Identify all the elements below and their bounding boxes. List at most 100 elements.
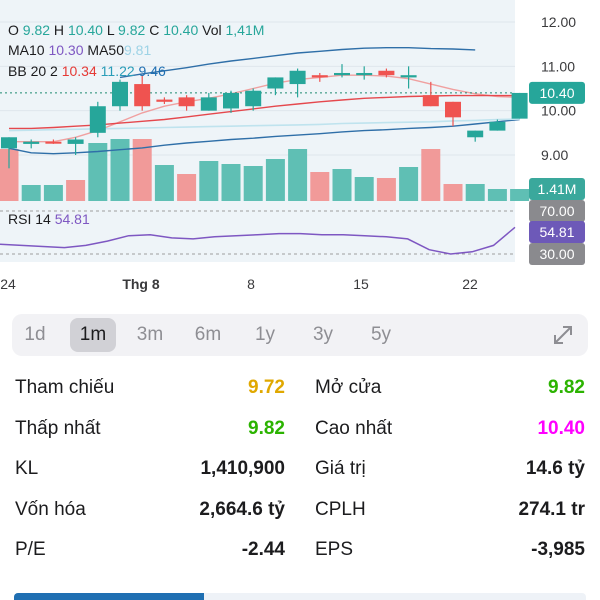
pe-value: -2.44 xyxy=(241,539,285,560)
volume-bar xyxy=(310,172,330,201)
trade-volume-label: KL xyxy=(15,458,39,479)
time-axis: 24 Thg 8 8 15 22 xyxy=(0,276,478,292)
candle-body xyxy=(89,106,106,133)
eps-value: -3,985 xyxy=(531,539,585,560)
bb-label: BB 20 2 xyxy=(8,63,58,79)
low-price-value: 9.82 xyxy=(248,418,285,439)
candle-body xyxy=(422,95,439,107)
high-value: 10.40 xyxy=(67,22,103,38)
volume-bar xyxy=(154,165,174,201)
candle-body xyxy=(356,72,373,76)
candle-body xyxy=(156,99,173,102)
timeframe-3m[interactable]: 3m xyxy=(136,324,164,345)
volume-bar xyxy=(177,174,197,201)
rsi-30-badge xyxy=(529,243,585,265)
volume-bar xyxy=(510,189,530,201)
volume-value: 1,41M xyxy=(225,22,265,38)
pe-label: P/E xyxy=(15,539,46,560)
volume-bar xyxy=(43,185,63,201)
volume-bar xyxy=(487,189,507,201)
candle-body xyxy=(23,141,40,144)
timeframe-selector: 1d 1m 3m 6m 1y 3y 5y xyxy=(12,314,588,356)
close-label: C xyxy=(149,22,160,38)
timeframe-1m[interactable]: 1m xyxy=(70,318,116,352)
timeframe-1y[interactable]: 1y xyxy=(254,324,276,345)
volume-bar xyxy=(0,149,19,201)
volume-bar xyxy=(88,143,108,201)
volume-bar xyxy=(443,184,463,201)
rsi-30-label: 30.00 xyxy=(539,246,574,262)
ma10-value: 10.30 xyxy=(48,42,84,58)
time-tick-label: 22 xyxy=(462,276,478,292)
volume-bar xyxy=(465,184,485,201)
candle-body xyxy=(112,81,128,107)
volume-bar xyxy=(21,185,41,201)
eps-label: EPS xyxy=(315,539,354,560)
volume-bar xyxy=(265,159,285,201)
market-cap-label: Vốn hóa xyxy=(15,499,86,520)
reference-label: Tham chiếu xyxy=(15,377,115,398)
candle-body xyxy=(45,141,62,144)
bb-lower-line xyxy=(8,118,520,155)
rsi-current-label: 54.81 xyxy=(539,224,574,240)
shares-outstanding-label: CPLH xyxy=(315,499,366,520)
candle-body xyxy=(67,139,84,144)
ohlc-legend: O 9.82 H 10.40 L 9.82 C 10.40 Vol 1,41M xyxy=(8,22,264,38)
rsi-70-badge xyxy=(529,200,585,222)
bb-upper-value: 10.34 xyxy=(61,63,97,79)
high-price-value: 10.40 xyxy=(537,418,585,439)
shares-outstanding-value: 274.1 tr xyxy=(518,499,585,520)
candle-body xyxy=(134,84,151,107)
open-price-label: Mở cửa xyxy=(315,377,382,398)
timeframe-3y[interactable]: 3y xyxy=(312,324,334,345)
bb-middle-value: 11.22 xyxy=(100,63,135,79)
ma50-label: MA50 xyxy=(87,42,124,58)
close-value: 10.40 xyxy=(163,22,199,38)
bottom-tab-active[interactable] xyxy=(14,593,204,600)
rsi-line xyxy=(0,226,516,255)
price-tick-label: 9.00 xyxy=(541,147,568,163)
chart-background xyxy=(0,0,515,262)
low-value: 9.82 xyxy=(118,22,146,38)
bottom-tab-bar[interactable] xyxy=(14,593,586,600)
rsi-panel xyxy=(0,210,516,255)
price-tick-label: 10.00 xyxy=(541,103,576,119)
volume-bar xyxy=(376,178,396,201)
candle-body xyxy=(489,121,506,131)
bb-upper-line xyxy=(119,47,476,79)
expand-icon[interactable] xyxy=(550,322,576,348)
candle-body xyxy=(223,92,239,109)
timeframe-1d[interactable]: 1d xyxy=(24,324,46,345)
chart-grid xyxy=(0,21,515,156)
candle-body xyxy=(311,75,328,78)
candle-body xyxy=(400,75,417,78)
current-price-label: 10.40 xyxy=(539,85,574,101)
candle-body xyxy=(267,77,284,89)
open-price-value: 9.82 xyxy=(548,377,585,398)
high-price-label: Cao nhất xyxy=(315,418,393,439)
candle-body xyxy=(511,92,528,119)
volume-bar xyxy=(399,167,419,201)
volume-bar xyxy=(288,149,308,201)
low-price-label: Thấp nhất xyxy=(15,418,101,439)
rsi-legend: RSI 14 54.81 xyxy=(8,211,90,227)
market-cap-value: 2,664.6 tỷ xyxy=(199,499,285,520)
candle-body xyxy=(289,70,306,85)
ma50-value: 9.81 xyxy=(123,42,152,58)
ma10-label: MA10 xyxy=(8,42,45,58)
current-volume-badge xyxy=(529,178,585,200)
price-chart[interactable]: 12.00 11.00 10.00 9.00 10.40 1.41M 70.00 54.81 3… xyxy=(0,0,600,300)
candle-body xyxy=(334,72,350,76)
volume-bar xyxy=(332,169,352,201)
candle-body xyxy=(245,90,262,107)
reference-value: 9.72 xyxy=(248,377,285,398)
price-tick-label: 12.00 xyxy=(541,14,576,30)
rsi-label: RSI 14 xyxy=(8,211,51,227)
volume-bar xyxy=(66,180,86,201)
volume-bar xyxy=(421,149,441,201)
timeframe-6m[interactable]: 6m xyxy=(194,324,222,345)
rsi-current-badge xyxy=(529,221,585,243)
timeframe-5y[interactable]: 5y xyxy=(370,324,392,345)
candle-body xyxy=(445,101,461,118)
volume-bars xyxy=(0,139,530,201)
